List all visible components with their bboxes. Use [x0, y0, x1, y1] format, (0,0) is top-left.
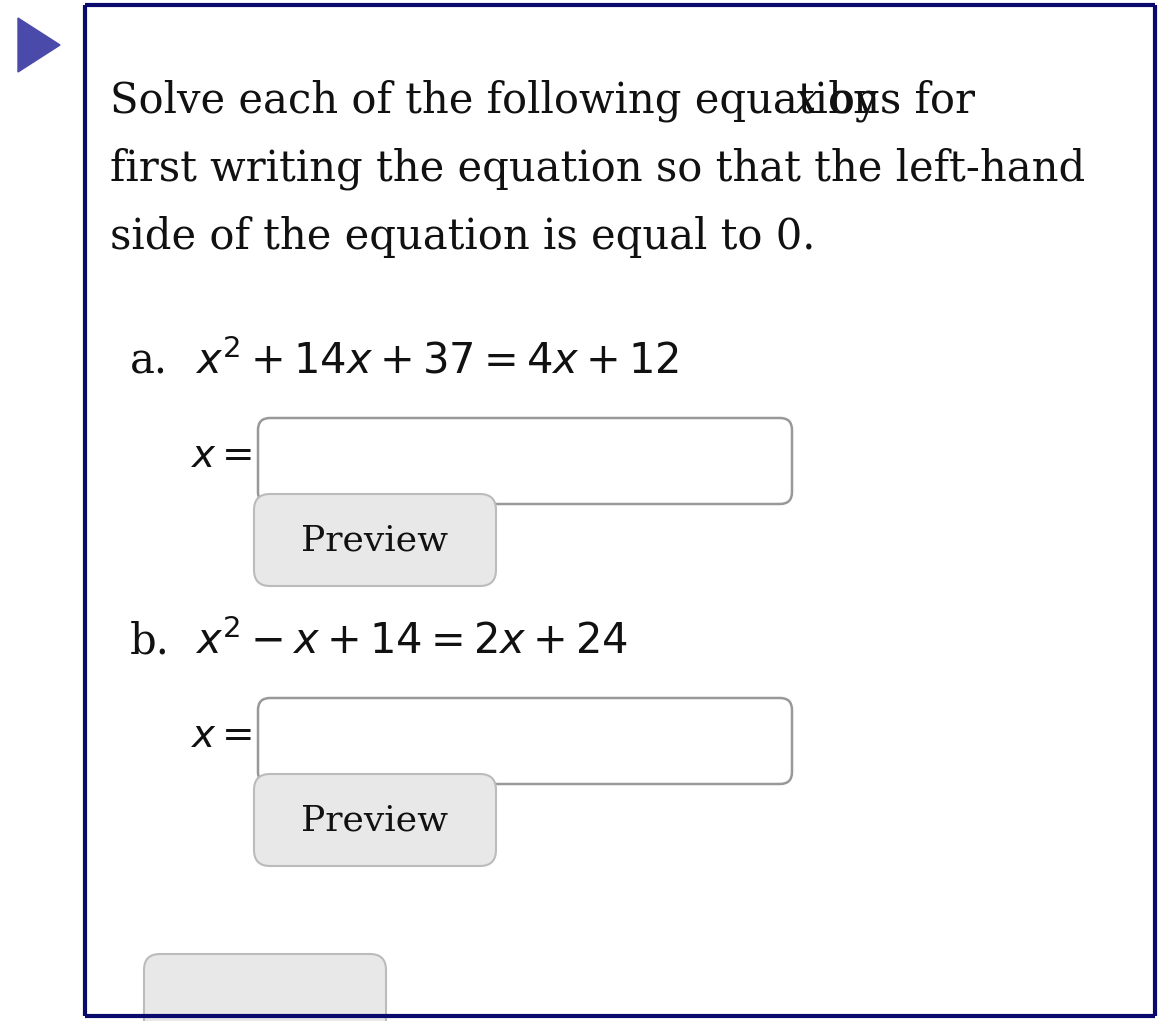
- Text: Preview: Preview: [302, 523, 448, 557]
- FancyBboxPatch shape: [259, 418, 792, 504]
- FancyBboxPatch shape: [144, 954, 386, 1021]
- FancyBboxPatch shape: [254, 774, 496, 866]
- Text: b.: b.: [130, 620, 170, 662]
- Text: $x =$: $x =$: [190, 438, 252, 475]
- Text: Preview: Preview: [302, 803, 448, 837]
- Text: Solve each of the following equations for: Solve each of the following equations fo…: [110, 80, 989, 123]
- Text: a.: a.: [130, 340, 168, 382]
- Text: side of the equation is equal to 0.: side of the equation is equal to 0.: [110, 216, 815, 258]
- Polygon shape: [18, 18, 60, 72]
- Text: first writing the equation so that the left-hand: first writing the equation so that the l…: [110, 148, 1086, 191]
- Text: $x^2 - x + 14 = 2x + 24$: $x^2 - x + 14 = 2x + 24$: [195, 620, 628, 663]
- FancyBboxPatch shape: [259, 698, 792, 784]
- Text: by: by: [815, 80, 879, 123]
- Text: x: x: [794, 80, 819, 121]
- FancyBboxPatch shape: [254, 494, 496, 586]
- Text: $x^2 + 14x + 37 = 4x + 12$: $x^2 + 14x + 37 = 4x + 12$: [195, 340, 679, 383]
- Text: $x =$: $x =$: [190, 718, 252, 755]
